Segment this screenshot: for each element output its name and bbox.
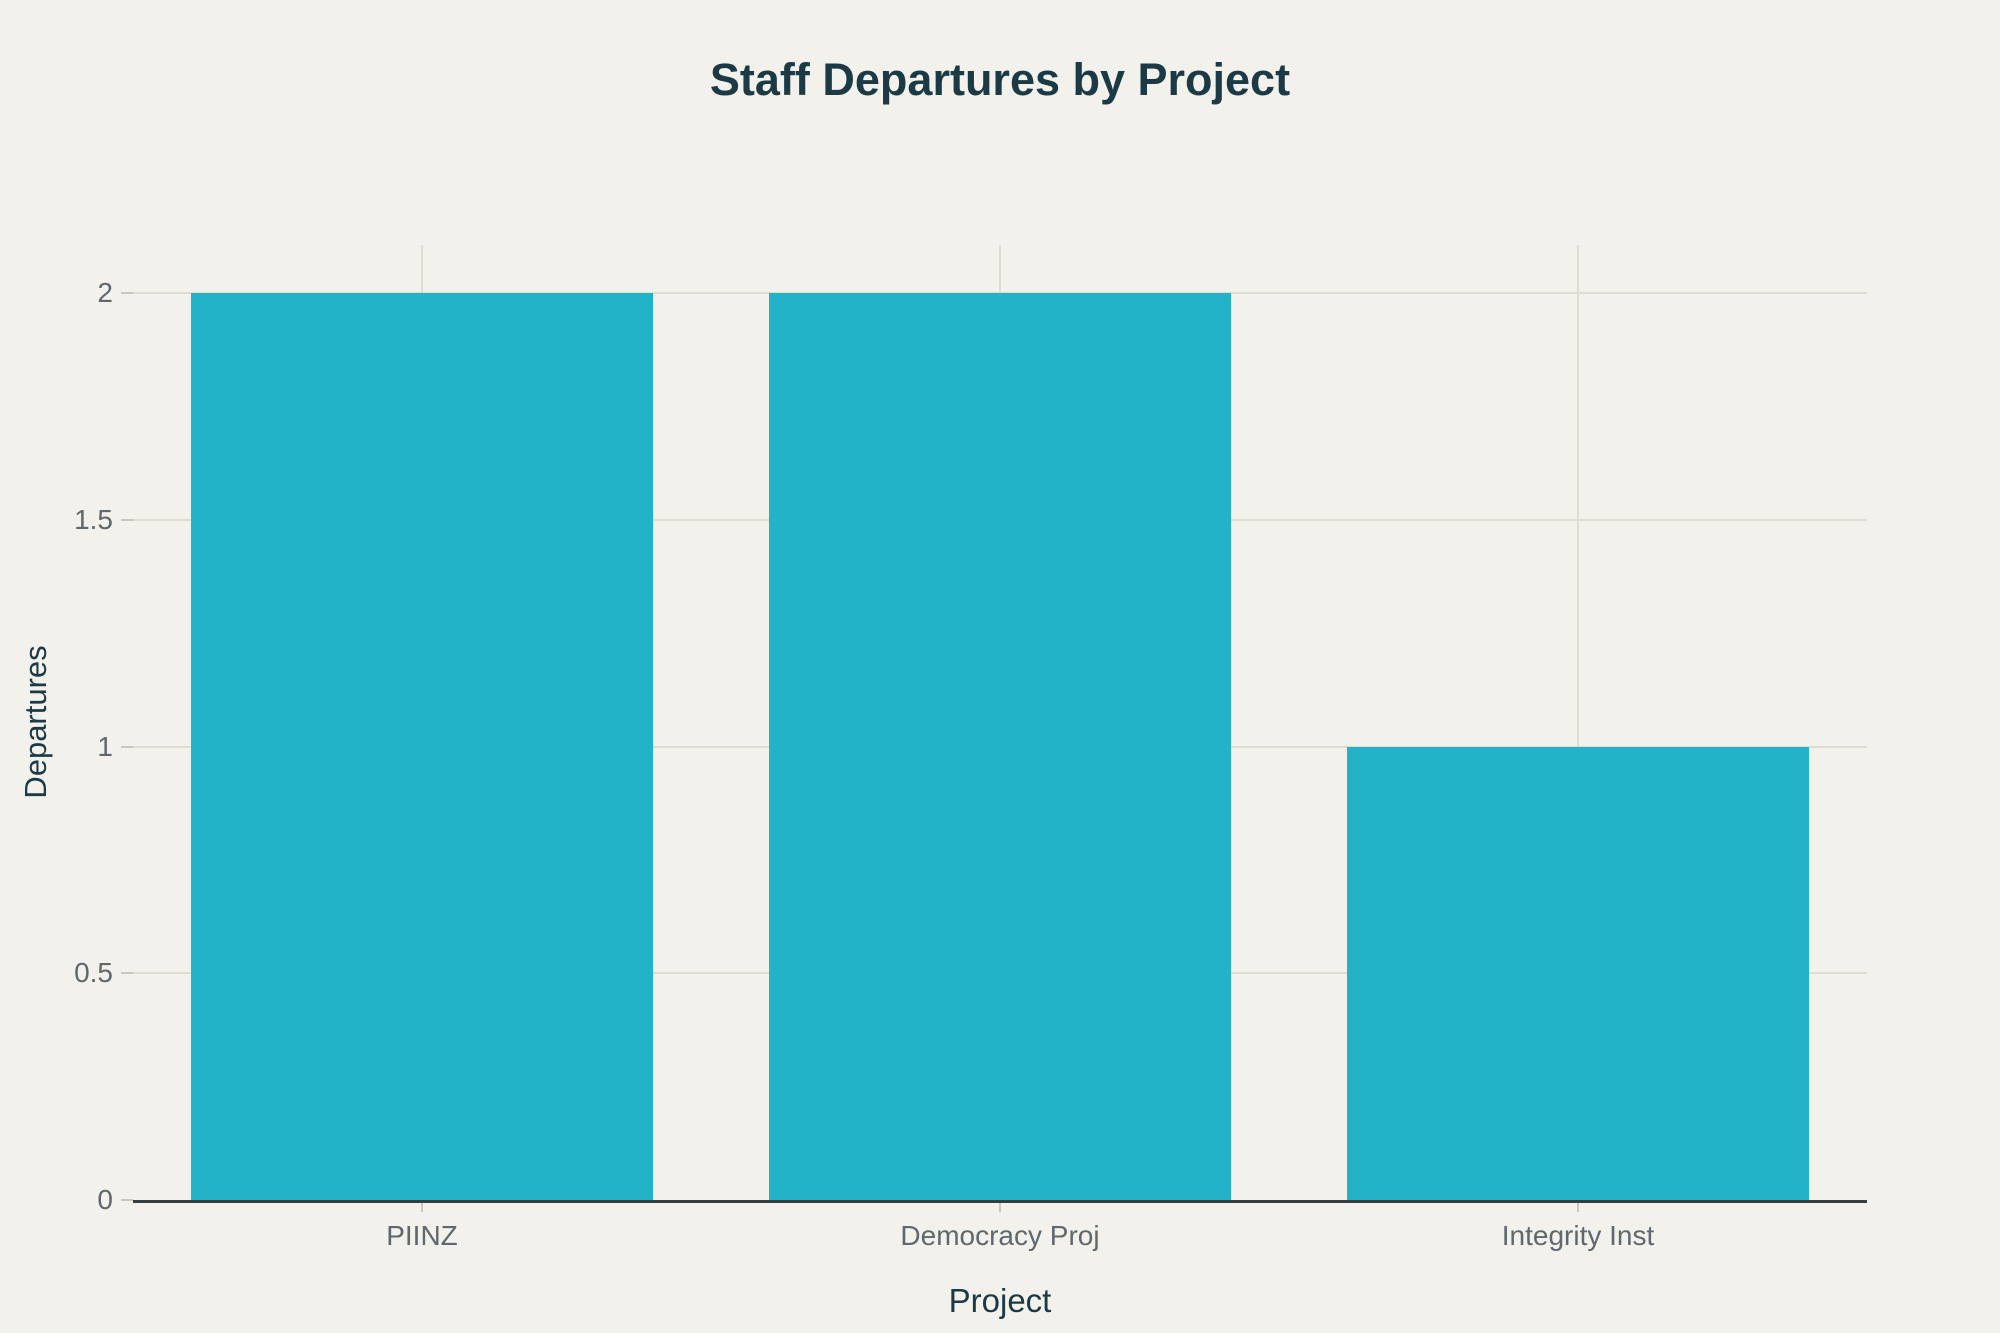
y-tick-label: 1 — [97, 730, 113, 762]
x-axis-line — [133, 1200, 1867, 1203]
x-tick-label: Integrity Inst — [1501, 1220, 1655, 1251]
x-tick-label: PIINZ — [386, 1220, 458, 1251]
x-axis-tick — [1577, 1203, 1579, 1212]
y-tick-label: 0.5 — [74, 957, 113, 989]
bar[interactable] — [190, 293, 654, 1200]
y-tick-label: 2 — [97, 277, 113, 308]
x-axis-title: Project — [948, 1282, 1052, 1319]
y-axis-tick — [121, 1199, 133, 1201]
y-axis-tick — [121, 745, 133, 748]
y-axis-tick — [121, 292, 133, 294]
x-tick-label: Democracy Proj — [900, 1220, 1100, 1251]
bar[interactable] — [768, 293, 1232, 1200]
chart-title: Staff Departures by Project — [709, 54, 1291, 105]
y-axis-tick — [121, 518, 133, 521]
y-tick-label: 1.5 — [74, 503, 113, 535]
vertical-gridline — [1577, 245, 1579, 1200]
bar[interactable] — [1346, 746, 1810, 1200]
x-axis-tick — [421, 1203, 423, 1212]
y-tick-label: 0 — [97, 1184, 113, 1215]
y-axis-tick — [121, 972, 133, 975]
x-axis-tick — [999, 1203, 1001, 1212]
